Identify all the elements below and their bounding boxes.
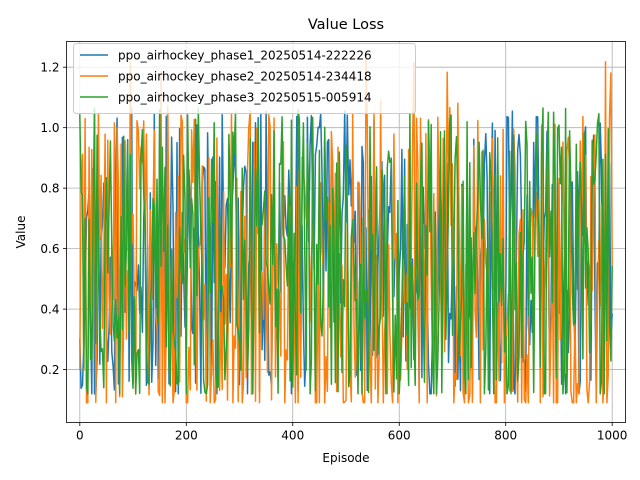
x-tick-label: 600	[388, 429, 411, 443]
series-line-phase3	[79, 107, 613, 395]
x-tick-label: 800	[494, 429, 517, 443]
y-tick-label: 1.2	[40, 61, 59, 75]
y-tick-label: 0.6	[40, 242, 59, 256]
chart-title: Value Loss	[308, 17, 384, 33]
legend-label-phase1: ppo_airhockey_phase1_20250514-222226	[118, 49, 372, 63]
y-tick-label: 0.4	[40, 302, 59, 316]
legend-label-phase2: ppo_airhockey_phase2_20250514-234418	[118, 70, 372, 84]
x-tick-label: 200	[175, 429, 198, 443]
y-axis-label: Value	[14, 216, 28, 249]
y-tick-label: 1.0	[40, 121, 59, 135]
legend-box	[73, 43, 416, 114]
legend: ppo_airhockey_phase1_20250514-222226 ppo…	[73, 43, 416, 114]
x-tick-label: 0	[76, 429, 84, 443]
series-lines	[79, 58, 613, 404]
plot-frame	[66, 41, 626, 423]
x-axis-label: Episode	[322, 451, 369, 465]
y-tick-label: 0.8	[40, 181, 59, 195]
legend-label-phase3: ppo_airhockey_phase3_20250515-005914	[118, 91, 372, 105]
axis-ticks: 0 200 400 600 800 1000 0.2 0.4 0.6 0.8 1.0 1.2	[40, 61, 627, 443]
y-tick-label: 0.2	[40, 363, 59, 377]
x-tick-label: 1000	[597, 429, 628, 443]
x-tick-label: 400	[281, 429, 304, 443]
